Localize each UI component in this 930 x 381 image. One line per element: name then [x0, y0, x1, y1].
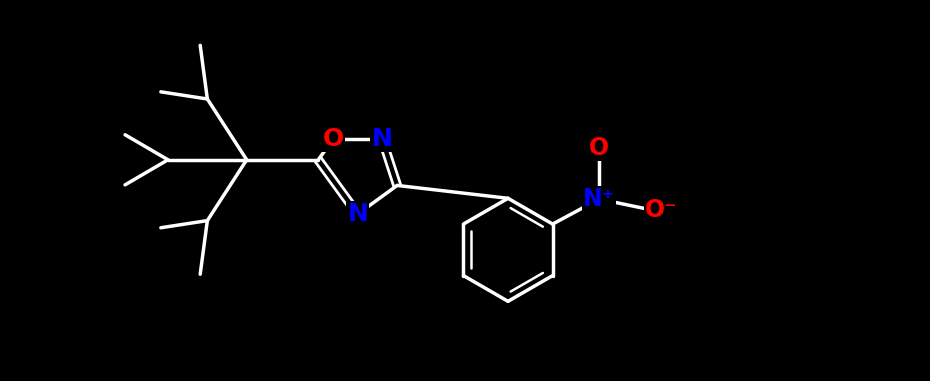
Text: O⁻: O⁻: [645, 198, 678, 222]
Text: N: N: [372, 127, 392, 151]
Text: O: O: [323, 127, 344, 151]
Text: N⁺: N⁺: [583, 187, 616, 211]
Text: N: N: [347, 202, 368, 226]
Text: O: O: [589, 136, 609, 160]
